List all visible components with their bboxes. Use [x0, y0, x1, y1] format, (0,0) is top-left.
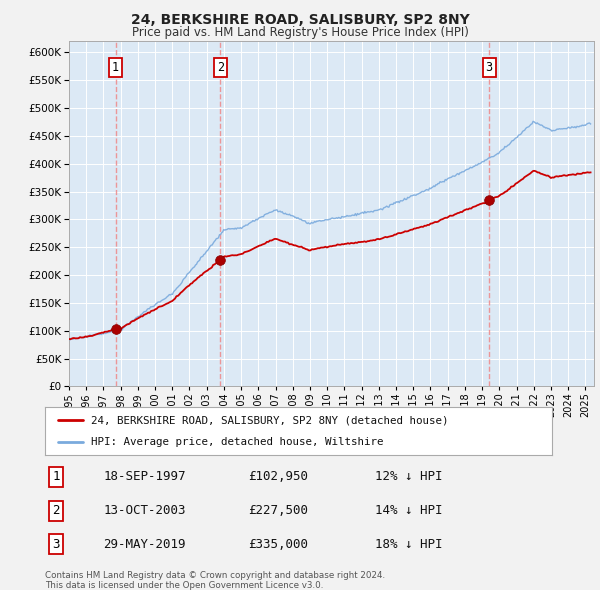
Text: HPI: Average price, detached house, Wiltshire: HPI: Average price, detached house, Wilt… — [91, 437, 383, 447]
Text: 29-MAY-2019: 29-MAY-2019 — [103, 538, 186, 551]
Text: 18% ↓ HPI: 18% ↓ HPI — [374, 538, 442, 551]
Text: 2: 2 — [52, 504, 60, 517]
Text: Price paid vs. HM Land Registry's House Price Index (HPI): Price paid vs. HM Land Registry's House … — [131, 26, 469, 39]
Text: 24, BERKSHIRE ROAD, SALISBURY, SP2 8NY (detached house): 24, BERKSHIRE ROAD, SALISBURY, SP2 8NY (… — [91, 415, 448, 425]
Text: 3: 3 — [52, 538, 60, 551]
Text: 3: 3 — [485, 61, 493, 74]
Text: 18-SEP-1997: 18-SEP-1997 — [103, 470, 186, 483]
Text: Contains HM Land Registry data © Crown copyright and database right 2024.
This d: Contains HM Land Registry data © Crown c… — [45, 571, 385, 590]
Text: 14% ↓ HPI: 14% ↓ HPI — [374, 504, 442, 517]
Text: £227,500: £227,500 — [248, 504, 308, 517]
Text: 24, BERKSHIRE ROAD, SALISBURY, SP2 8NY: 24, BERKSHIRE ROAD, SALISBURY, SP2 8NY — [131, 13, 469, 27]
Text: 1: 1 — [112, 61, 119, 74]
Text: £102,950: £102,950 — [248, 470, 308, 483]
Text: 12% ↓ HPI: 12% ↓ HPI — [374, 470, 442, 483]
Text: £335,000: £335,000 — [248, 538, 308, 551]
Text: 1: 1 — [52, 470, 60, 483]
Text: 13-OCT-2003: 13-OCT-2003 — [103, 504, 186, 517]
Text: 2: 2 — [217, 61, 224, 74]
